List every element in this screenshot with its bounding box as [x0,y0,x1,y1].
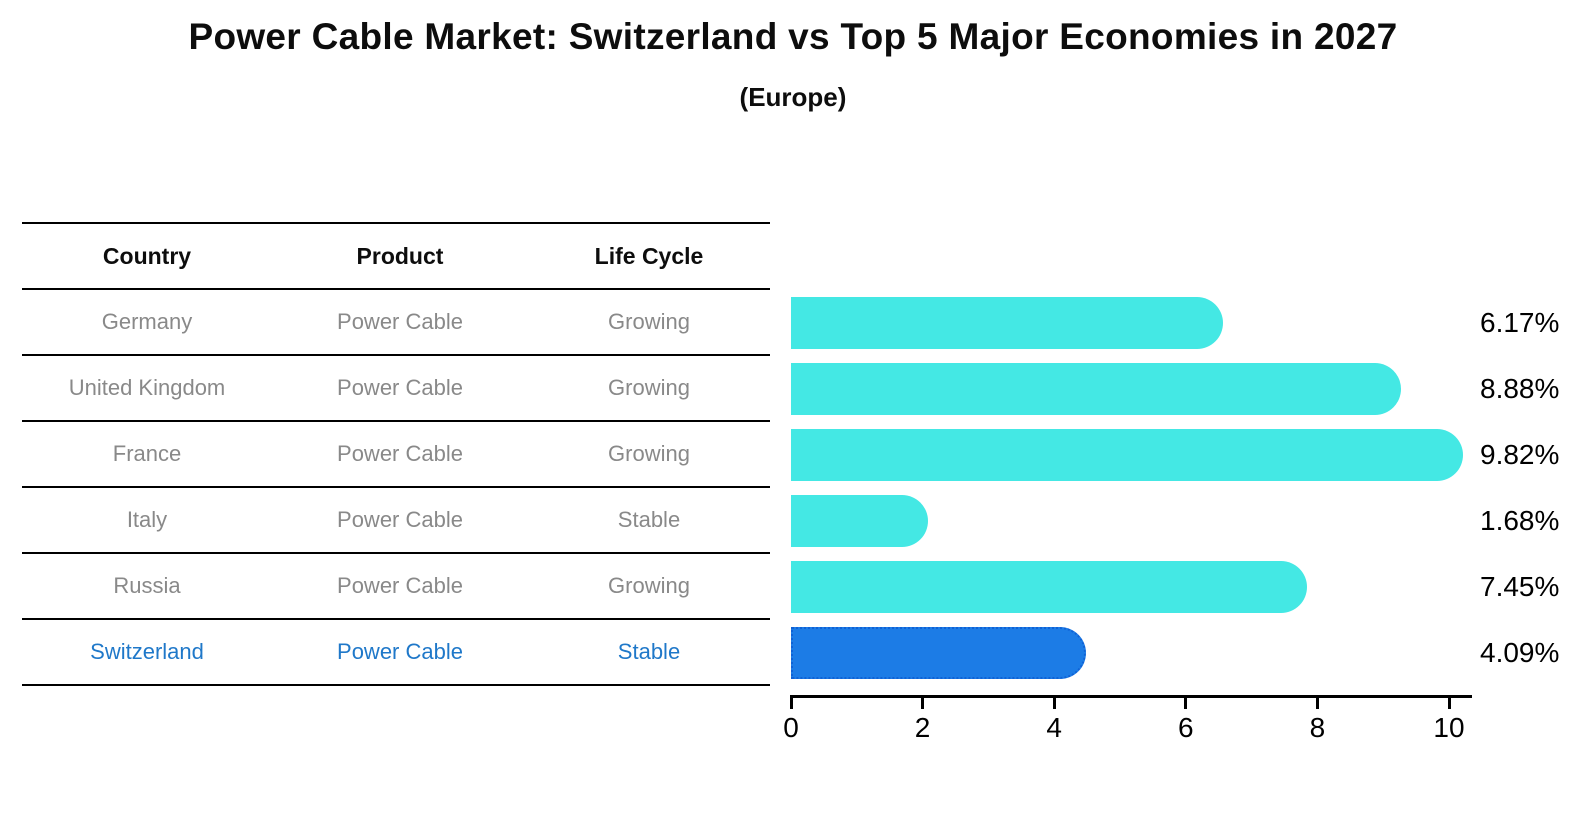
bar-united-kingdom [791,363,1402,415]
cell-country: Italy [126,507,168,532]
bar-france [791,429,1464,481]
x-axis-tick-label: 6 [1178,712,1194,743]
x-axis-tick [1184,695,1188,709]
bar-value-label-france: 9.82% [1480,439,1560,470]
x-axis-tick [1315,695,1319,709]
cell-product: Power Cable [337,309,463,334]
table-header-product: Product [356,242,444,269]
bar-value-label-italy: 1.68% [1480,505,1560,536]
cell-country: Germany [101,309,193,334]
table-row-italy: Italy Power Cable Stable [22,488,770,554]
cell-product: Power Cable [337,375,463,400]
x-axis-tick [1447,695,1451,709]
x-axis-tick-label: 8 [1309,712,1326,743]
country-table: Country Product Life Cycle Germany Power … [22,222,770,686]
cell-country: France [112,441,182,466]
table-row-france: France Power Cable Growing [22,422,770,488]
cell-lifecycle: Growing [608,309,690,334]
cell-country: Russia [113,573,181,598]
cell-country: Switzerland [90,639,204,664]
table-row-russia: Russia Power Cable Growing [22,554,770,620]
x-axis-tick-label: 10 [1433,712,1465,743]
cell-product: Power Cable [337,507,463,532]
table-header-row: Country Product Life Cycle [22,224,770,290]
x-axis-tick-label: 0 [783,712,799,743]
x-axis-tick-label: 2 [914,712,931,743]
chart-title: Power Cable Market: Switzerland vs Top 5… [188,16,1398,57]
x-axis-tick-label: 4 [1046,712,1062,743]
x-axis-tick [921,695,925,709]
bar-russia [791,561,1308,613]
bar-value-label-switzerland: 4.09% [1480,637,1560,668]
cell-product: Power Cable [337,573,463,598]
chart-subtitle: (Europe) [739,82,847,112]
x-axis-tick [1052,695,1056,709]
cell-country: United Kingdom [68,375,226,400]
bar-germany [791,297,1223,349]
bar-value-label-russia: 7.45% [1480,571,1560,602]
table-row-united-kingdom: United Kingdom Power Cable Growing [22,356,770,422]
table-header-lifecycle: Life Cycle [594,242,704,269]
table-header-country: Country [102,242,192,269]
cell-product: Power Cable [337,441,463,466]
cell-lifecycle: Stable [617,639,681,664]
table-row-germany: Germany Power Cable Growing [22,290,770,356]
cell-lifecycle: Stable [617,507,681,532]
bar-switzerland [791,627,1087,679]
x-axis-tick [789,695,793,709]
bar-italy [791,495,928,547]
cell-lifecycle: Growing [608,441,690,466]
table-rows: Germany Power Cable Growing United Kingdom P… [22,290,770,686]
bar-value-label-united-kingdom: 8.88% [1480,373,1560,404]
table-row-switzerland: Switzerland Power Cable Stable [22,620,770,686]
cell-lifecycle: Growing [608,573,690,598]
cell-product: Power Cable [337,639,463,664]
x-axis-line [791,695,1472,698]
bar-value-label-germany: 6.17% [1480,307,1560,338]
cell-lifecycle: Growing [608,375,690,400]
